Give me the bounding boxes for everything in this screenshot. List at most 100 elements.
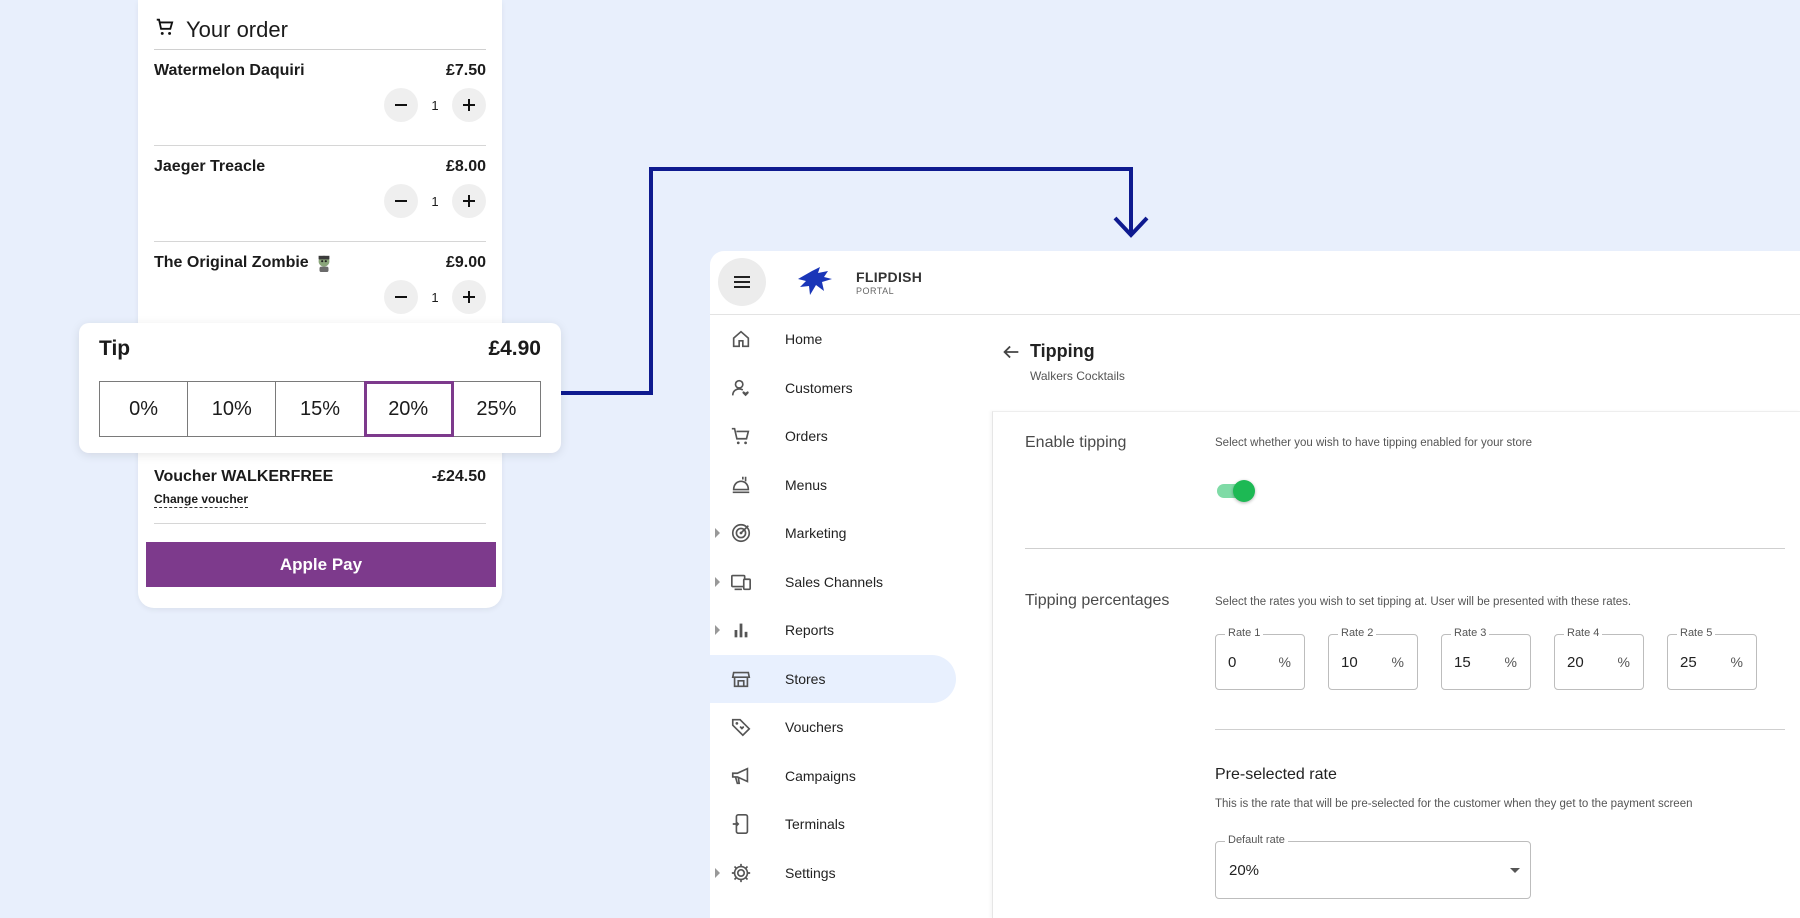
voucher-label: Voucher WALKERFREE	[154, 468, 334, 485]
plus-icon	[463, 291, 475, 303]
item-price: £8.00	[445, 158, 486, 175]
sidebar-item-label: Marketing	[785, 525, 847, 542]
quantity-stepper: 1	[384, 280, 486, 314]
enable-tipping-toggle[interactable]	[1215, 478, 1255, 502]
sidebar-item-campaigns[interactable]: Campaigns	[710, 752, 960, 801]
item-name: The Original Zombie	[154, 254, 333, 272]
brand-name: FLIPDISH	[856, 269, 923, 285]
terminal-icon	[730, 813, 752, 835]
voucher-amount: -£24.50	[431, 468, 486, 485]
tip-option[interactable]: 15%	[276, 382, 365, 436]
sidebar-nav: Home Customers Orders Menus Marketing Sa…	[710, 315, 960, 897]
menus-icon	[730, 474, 752, 496]
quantity-value: 1	[431, 97, 439, 113]
enable-tipping-label: Enable tipping	[1025, 434, 1127, 451]
field-label: Rate 4	[1564, 627, 1603, 639]
percent-suffix: %	[1278, 654, 1291, 670]
back-arrow-icon[interactable]	[1000, 341, 1022, 363]
change-voucher-link[interactable]: Change voucher	[154, 492, 249, 508]
tip-card: Tip £4.90 0% 10% 15% 20% 25%	[79, 323, 561, 453]
tip-option[interactable]: 25%	[476, 397, 517, 420]
field-value: 15	[1454, 654, 1471, 671]
item-name: Jaeger Treacle	[154, 158, 265, 176]
item-name-text: Jaeger Treacle	[154, 158, 266, 175]
quantity-value: 1	[431, 289, 439, 305]
megaphone-icon	[730, 765, 752, 787]
store-icon	[730, 668, 752, 690]
tip-option-selected[interactable]: 20%	[363, 381, 454, 437]
field-value: 20	[1567, 654, 1584, 671]
decrease-button[interactable]	[384, 88, 418, 122]
sidebar-item-home[interactable]: Home	[710, 315, 960, 364]
field-value: 20%	[1229, 862, 1260, 879]
field-label: Rate 1	[1225, 627, 1264, 639]
decrease-button[interactable]	[384, 184, 418, 218]
sidebar-item-label: Vouchers	[785, 719, 844, 736]
sidebar-item-customers[interactable]: Customers	[710, 364, 960, 413]
percent-suffix: %	[1730, 654, 1743, 670]
cart-icon	[730, 425, 752, 447]
sidebar-item-menus[interactable]: Menus	[710, 461, 960, 510]
field-value: 10	[1341, 654, 1358, 671]
tipping-settings-panel: Enable tipping Select whether you wish t…	[992, 411, 1800, 918]
sidebar-item-terminals[interactable]: Terminals	[710, 800, 960, 849]
rate-2-field[interactable]: Rate 2 10 %	[1328, 627, 1418, 690]
item-price: £7.50	[445, 62, 486, 79]
cart-icon	[154, 16, 176, 43]
quantity-stepper: 1	[384, 184, 486, 218]
item-name-text: Watermelon Daquiri	[154, 62, 305, 79]
tipping-percentages-description: Select the rates you wish to set tipping…	[1215, 596, 1632, 608]
preselected-rate-description: This is the rate that will be pre-select…	[1215, 798, 1693, 810]
item-name-text: The Original Zombie	[154, 254, 309, 271]
sidebar-item-settings[interactable]: Settings	[710, 849, 960, 898]
quantity-stepper: 1	[384, 88, 486, 122]
tip-title: Tip	[99, 337, 131, 360]
rate-3-field[interactable]: Rate 3 15 %	[1441, 627, 1531, 690]
field-label: Rate 2	[1338, 627, 1377, 639]
order-title: Your order	[186, 16, 288, 42]
increase-button[interactable]	[452, 280, 486, 314]
sidebar-item-vouchers[interactable]: Vouchers	[710, 703, 960, 752]
enable-tipping-description: Select whether you wish to have tipping …	[1215, 437, 1533, 449]
customers-icon	[730, 377, 752, 399]
tip-options: 0% 10% 15% 20% 25%	[99, 381, 541, 437]
sidebar-item-label: Settings	[785, 864, 836, 881]
tip-amount: £4.90	[488, 337, 541, 360]
expand-caret-icon	[715, 576, 720, 587]
home-icon	[730, 328, 752, 350]
sidebar-item-sales-channels[interactable]: Sales Channels	[710, 558, 960, 607]
rate-4-field[interactable]: Rate 4 20 %	[1554, 627, 1644, 690]
sidebar-item-stores[interactable]: Stores	[710, 654, 956, 703]
order-header: Your order	[154, 16, 486, 50]
bar-chart-icon	[730, 619, 752, 641]
flipdish-logo-icon	[798, 267, 832, 295]
increase-button[interactable]	[452, 184, 486, 218]
sidebar-item-reports[interactable]: Reports	[710, 606, 960, 655]
rate-1-field[interactable]: Rate 1 0 %	[1215, 627, 1305, 690]
tip-option[interactable]: 0%	[100, 382, 189, 436]
tip-option[interactable]: 10%	[188, 382, 277, 436]
minus-icon	[395, 104, 407, 106]
field-label: Rate 5	[1677, 627, 1716, 639]
portal-topbar: FLIPDISH PORTAL	[710, 251, 1800, 315]
gear-icon	[730, 862, 752, 884]
sidebar-item-label: Stores	[785, 670, 826, 687]
page-title: Tipping	[1030, 341, 1095, 361]
order-card: Your order Watermelon Daquiri £7.50 1 Ja…	[138, 0, 502, 608]
plus-icon	[463, 99, 475, 111]
portal-window: FLIPDISH PORTAL Home Customers Orders Me…	[710, 251, 1800, 918]
sidebar-item-label: Customers	[785, 379, 853, 396]
voucher-row: Voucher WALKERFREE -£24.50 Change vouche…	[154, 462, 486, 524]
field-value: 25	[1680, 654, 1697, 671]
decrease-button[interactable]	[384, 280, 418, 314]
sidebar-item-marketing[interactable]: Marketing	[710, 509, 960, 558]
rate-5-field[interactable]: Rate 5 25 %	[1667, 627, 1757, 690]
apple-pay-button[interactable]: Apple Pay	[146, 542, 496, 587]
toggle-knob	[1233, 480, 1255, 502]
hamburger-menu-button[interactable]	[718, 258, 766, 306]
default-rate-select[interactable]: Default rate 20%	[1215, 834, 1531, 899]
order-item: Jaeger Treacle £8.00 1	[154, 146, 486, 242]
increase-button[interactable]	[452, 88, 486, 122]
sidebar-item-orders[interactable]: Orders	[710, 412, 960, 461]
preselected-rate-title: Pre-selected rate	[1215, 766, 1337, 783]
